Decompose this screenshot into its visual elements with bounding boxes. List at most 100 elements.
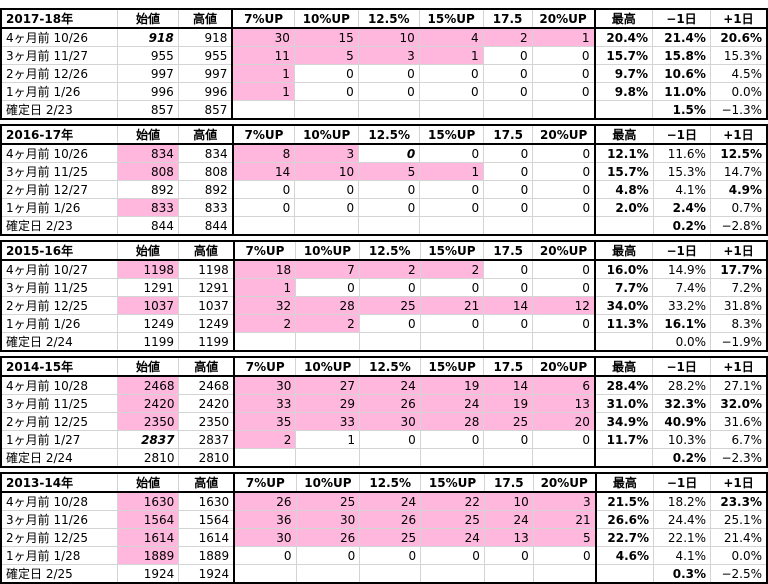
cell-up175: 24 [483, 510, 534, 529]
cell-up10: 29 [295, 394, 361, 413]
cell-up20 [532, 448, 596, 468]
cell-plus1: 14.7% [709, 162, 768, 181]
cell-up125: 3 [357, 46, 420, 65]
cell-up20: 6 [532, 375, 596, 395]
table-row: 3ヶ月前 11/25 2420 2420 33 29 26 24 19 13 31.0% 32.3%… [0, 394, 768, 413]
cell-plus1: 12.5% [709, 143, 768, 163]
cell-up20: 12 [532, 296, 596, 315]
cell-up175: 2 [482, 27, 533, 47]
column-header-high: 高値 [178, 472, 235, 493]
cell-max: 26.6% [594, 510, 655, 529]
cell-up15: 1 [418, 46, 484, 65]
cell-period: 4ヶ月前 10/26 [0, 143, 119, 163]
cell-minus1: 0.2% [652, 448, 712, 468]
column-header-up175: 17.5 [483, 356, 534, 377]
cell-up7: 2 [233, 430, 297, 449]
column-header-up15: 15%UP [418, 8, 484, 29]
cell-up10: 25 [295, 491, 361, 511]
cell-up20 [532, 332, 596, 352]
header-row: 2017-18年 始値 高値 7%UP 10%UP 12.5% 15%UP 17.5 20%UP… [0, 8, 768, 29]
cell-up7: 1 [231, 82, 295, 101]
cell-high: 1889 [178, 546, 235, 565]
cell-minus1: 10.3% [652, 430, 712, 449]
table-row: 1ヶ月前 1/27 2837 2837 2 1 0 0 0 0 11.7% 10.3% 6.7% [0, 430, 768, 449]
cell-max: 21.5% [594, 491, 655, 511]
table-row: 2ヶ月前 12/27 892 892 0 0 0 0 0 0 4.8% 4.1% 4.9% [0, 180, 768, 199]
table-row: 確定日 2/25 1924 1924 0.3% −2.5% [0, 564, 768, 584]
cell-up7: 36 [233, 510, 297, 529]
column-header-up125: 12.5% [358, 240, 421, 261]
cell-up125: 25 [358, 296, 421, 315]
cell-minus1: 1.5% [652, 100, 711, 120]
cell-plus1: 32.0% [710, 394, 768, 413]
cell-up175: 0 [483, 143, 534, 163]
cell-up7: 1 [231, 64, 295, 83]
cell-up15: 24 [420, 528, 485, 547]
column-header-high: 高値 [178, 356, 235, 377]
cell-up175: 13 [483, 528, 534, 547]
table-row: 確定日 2/23 844 844 0.2% −2.8% [0, 216, 768, 236]
cell-max [594, 564, 655, 584]
column-header-up15: 15%UP [420, 472, 485, 493]
cell-up15: 1 [419, 162, 485, 181]
cell-high: 997 [177, 64, 233, 83]
column-header-up125: 12.5% [359, 472, 422, 493]
column-header-up10: 10%UP [293, 8, 359, 29]
cell-up7: 2 [232, 314, 297, 333]
cell-up20: 0 [531, 64, 596, 83]
cell-up20 [532, 216, 597, 236]
table-row: 4ヶ月前 10/28 2468 2468 30 27 24 19 14 6 28.4% 28.2% 2… [0, 375, 768, 395]
column-header-up10: 10%UP [294, 124, 360, 145]
cell-max [593, 332, 654, 352]
cell-period: 1ヶ月前 1/26 [0, 314, 118, 333]
cell-minus1: 21.4% [652, 27, 711, 47]
cell-minus1: 24.4% [653, 510, 712, 529]
cell-up125: 26 [359, 394, 421, 413]
column-header-plus1: +1日 [709, 8, 768, 29]
cell-minus1: 32.3% [652, 394, 712, 413]
cell-period: 確定日 2/25 [0, 564, 118, 584]
header-row: 2014-15年 始値 高値 7%UP 10%UP 12.5% 15%UP 17.5 20%UP… [0, 356, 768, 377]
cell-max [593, 448, 654, 468]
table-row: 2ヶ月前 12/26 997 997 1 0 0 0 0 0 9.7% 10.6% 4.5% [0, 64, 768, 83]
cell-up20 [531, 100, 596, 120]
column-header-high: 高値 [177, 8, 233, 29]
year-header: 2014-15年 [0, 356, 118, 377]
cell-up7 [233, 448, 297, 468]
table-row: 3ヶ月前 11/26 1564 1564 36 30 26 25 24 21 26.6% 24.4%… [0, 510, 768, 529]
cell-high: 2420 [178, 394, 235, 413]
cell-period: 確定日 2/23 [0, 216, 119, 236]
cell-minus1: 16.1% [652, 314, 712, 333]
cell-up10: 3 [294, 143, 360, 163]
cell-minus1: 22.1% [653, 528, 712, 547]
cell-up175 [483, 448, 534, 468]
cell-up175: 0 [483, 314, 534, 333]
cell-high: 918 [177, 27, 233, 47]
column-header-up20: 20%UP [532, 240, 596, 261]
table-row: 4ヶ月前 10/28 1630 1630 26 25 24 22 10 3 21.5% 18.2% 2… [0, 491, 768, 511]
table-row: 3ヶ月前 11/27 955 955 11 5 3 1 0 0 15.7% 15.8% 15.3% [0, 46, 768, 65]
cell-minus1: 11.0% [652, 82, 711, 101]
cell-minus1: 0.0% [652, 332, 712, 352]
column-header-plus1: +1日 [709, 124, 768, 145]
cell-high: 2837 [178, 430, 235, 449]
cell-minus1: 0.3% [653, 564, 712, 584]
cell-period: 確定日 2/24 [0, 332, 118, 352]
cell-up10: 7 [295, 259, 360, 279]
column-header-minus1: −1日 [652, 356, 712, 377]
cell-up7: 1 [232, 278, 297, 297]
cell-minus1: 28.2% [652, 375, 712, 395]
cell-up175: 0 [483, 162, 534, 181]
cell-plus1: 20.6% [709, 27, 768, 47]
column-header-max: 最高 [594, 124, 654, 145]
cell-up175: 0 [483, 259, 534, 279]
column-header-minus1: −1日 [653, 472, 712, 493]
cell-up175: 0 [483, 430, 534, 449]
table-row: 3ヶ月前 11/25 808 808 14 10 5 1 0 0 15.7% 15.3% 14.7% [0, 162, 768, 181]
section-table: 2017-18年 始値 高値 7%UP 10%UP 12.5% 15%UP 17.5 20%UP… [0, 8, 768, 120]
cell-up7: 18 [232, 259, 297, 279]
cell-up125: 24 [359, 491, 422, 511]
cell-start: 2837 [116, 430, 180, 449]
cell-start: 857 [117, 100, 179, 120]
table-row: 1ヶ月前 1/26 1249 1249 2 2 0 0 0 0 11.3% 16.1% 8.3% [0, 314, 768, 333]
